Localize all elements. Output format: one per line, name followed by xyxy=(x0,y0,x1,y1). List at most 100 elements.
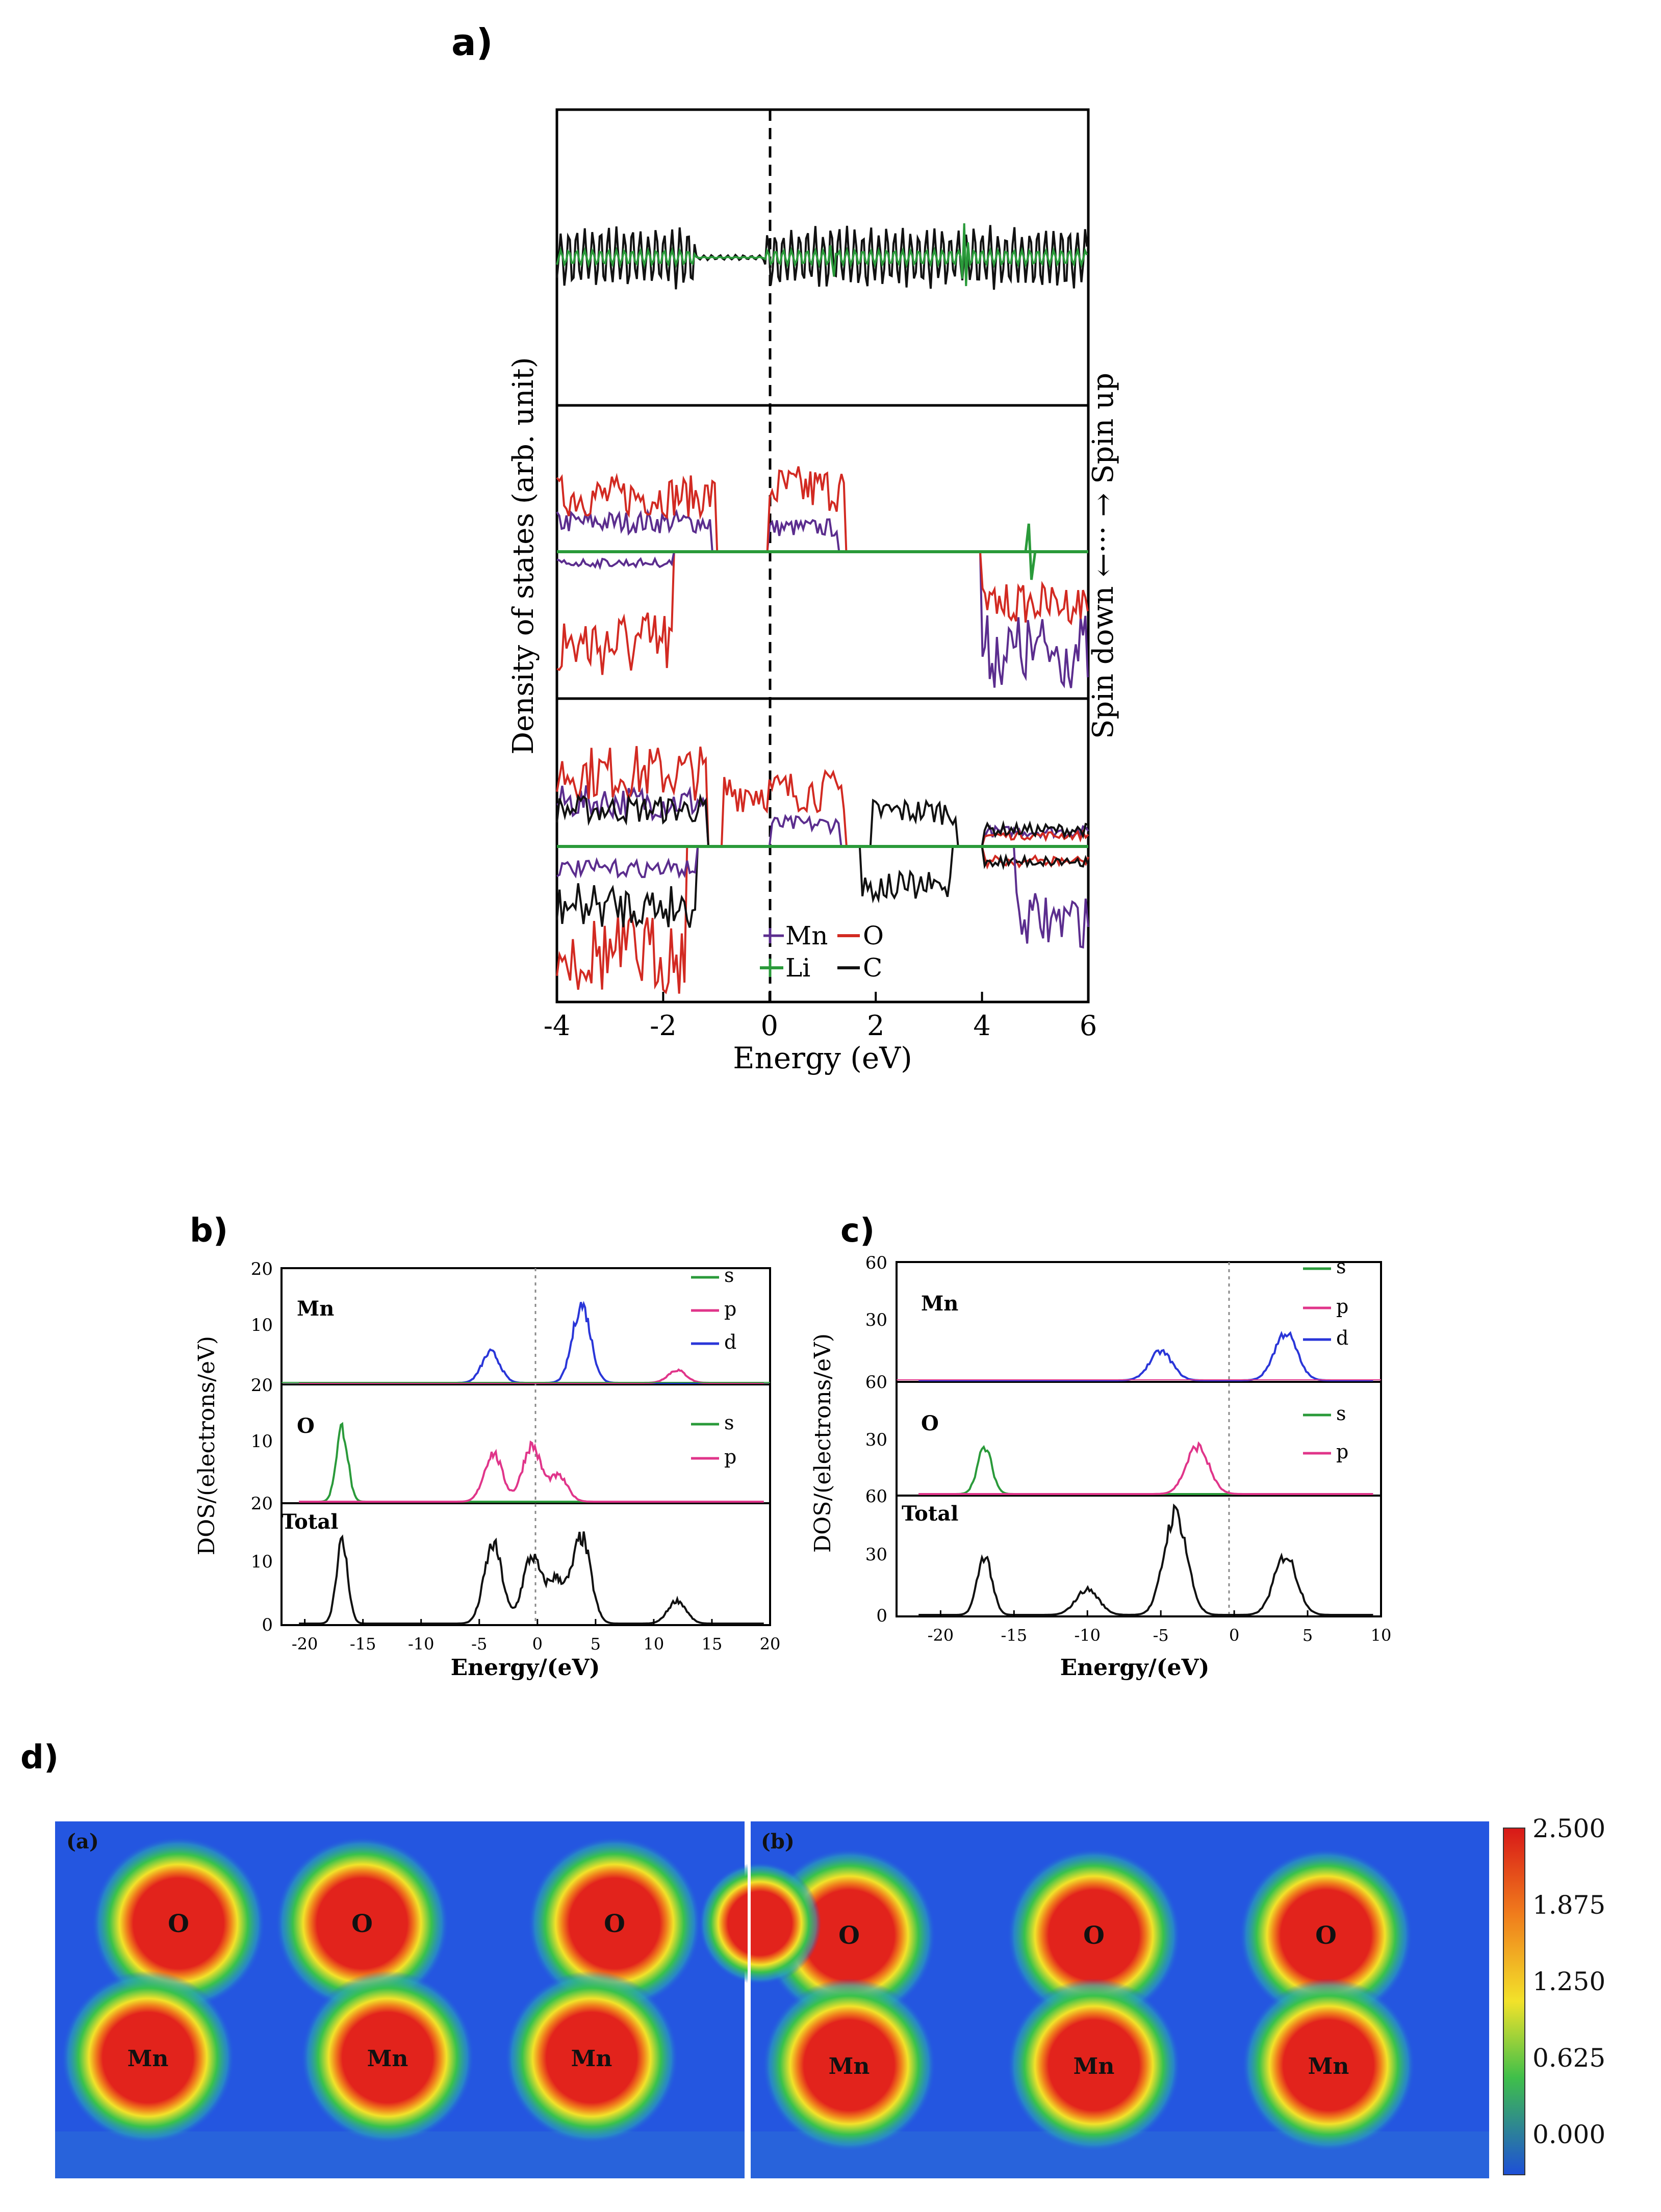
heatmap-a-atom-label: O xyxy=(351,1910,373,1938)
c-xtick-label: -5 xyxy=(1153,1626,1169,1645)
heatmap-a-atom-glow xyxy=(92,1837,265,2010)
cbar-tick-2500: 2.500 xyxy=(1532,1814,1605,1843)
c-ytick-o-30: 30 xyxy=(865,1430,887,1450)
a-xtick-label: 6 xyxy=(1080,1010,1097,1042)
a-xtick-label: 2 xyxy=(867,1010,884,1042)
chart-a-ylabel: Density of states (arb. unit) xyxy=(507,357,540,755)
chart-b-legend: s p d s p xyxy=(691,1264,736,1468)
cbar-tick-1875: 1.875 xyxy=(1532,1890,1605,1920)
heatmap-a-label: (a) xyxy=(66,1830,99,1854)
heatmap-a-atom-label: Mn xyxy=(571,2046,612,2072)
a-xtick-label: -4 xyxy=(544,1010,571,1042)
heatmap-a-edge-atom xyxy=(699,1862,821,1985)
c-xtick-label: 10 xyxy=(1371,1626,1392,1645)
chart-c-xlabel: Energy/(eV) xyxy=(1060,1655,1210,1681)
b-ytick-o-10: 10 xyxy=(251,1431,273,1452)
legend-mn: Mn xyxy=(785,921,828,950)
legend-o: O xyxy=(863,921,884,950)
b-leg-o-s: s xyxy=(724,1411,734,1434)
chart-b-ylabel: DOS/(electrons/eV) xyxy=(194,1336,220,1555)
c-leg-o-s: s xyxy=(1336,1402,1346,1425)
heatmap-a-atom-label: O xyxy=(168,1910,189,1938)
b-leg-p: p xyxy=(724,1298,736,1320)
a-top-li-trace xyxy=(556,223,1088,287)
c-ytick-o-60: 60 xyxy=(865,1372,887,1393)
b-sub1-s-trace xyxy=(299,1422,764,1503)
c-ytick-mn-60: 60 xyxy=(865,1253,887,1273)
heatmap-a-atom-label: Mn xyxy=(367,2046,408,2072)
b-sub-mn: Mn xyxy=(297,1297,334,1321)
a-mid-o-up xyxy=(556,466,1088,553)
heatmap-a-atom-glow xyxy=(528,1837,701,2010)
chart-c-legend: s p d s p xyxy=(1303,1255,1348,1463)
heatmap-b-label: (b) xyxy=(761,1830,795,1854)
heatmap-b-atom-glow xyxy=(1242,1978,1415,2152)
b-xtick-label: 10 xyxy=(644,1634,665,1654)
panel-c-label: c) xyxy=(840,1212,875,1250)
c-xtick-label: 5 xyxy=(1302,1626,1313,1645)
heatmap-a-atom-glow xyxy=(61,1971,235,2144)
heatmap-b-atom-label: Mn xyxy=(1308,2053,1349,2079)
a-top-c-trace xyxy=(556,225,1088,290)
heatmap-a-atom-glow xyxy=(275,1837,449,2010)
b-ytick-mn-20: 20 xyxy=(251,1259,273,1279)
heatmap-b-atom-glow xyxy=(1007,1848,1181,2022)
chart-b-yticks: 20 10 20 10 20 10 0 xyxy=(251,1259,273,1635)
heatmap-b-atom-glow xyxy=(1007,1978,1181,2152)
c-xtick-label: -20 xyxy=(928,1626,954,1645)
b-xtick-label: 5 xyxy=(591,1634,601,1654)
c-sub-total: Total xyxy=(902,1502,958,1526)
b-xtick-label: -10 xyxy=(408,1634,435,1654)
cbar-tick-0625: 0.625 xyxy=(1532,2043,1605,2073)
c-xtick-label: 0 xyxy=(1229,1626,1239,1645)
b-xtick-label: 20 xyxy=(760,1634,781,1654)
b-sub1-p-trace xyxy=(299,1440,764,1503)
c-xtick-label: -15 xyxy=(1001,1626,1028,1645)
heatmap-a-atom-label: O xyxy=(604,1910,625,1938)
chart-b-traces xyxy=(282,1301,770,1625)
chart-b: -20 -15 -10 -5 0 5 10 15 20 20 10 20 10 20 10 0 … xyxy=(194,1259,780,1681)
chart-c-xticks: -20 -15 -10 -5 0 5 10 xyxy=(928,1610,1392,1645)
a-xtick-label: 0 xyxy=(761,1010,778,1042)
heatmap-b-atom-label: O xyxy=(1315,1921,1337,1950)
cbar-tick-1250: 1.250 xyxy=(1532,1967,1605,1996)
c-sub2-Total-trace xyxy=(918,1503,1373,1616)
heatmap-atoms: O O O Mn Mn Mn O O O Mn Mn Mn xyxy=(61,1821,1415,2178)
a-bot-mn-up xyxy=(556,785,1089,847)
chart-c-frame xyxy=(896,1261,1382,1617)
panel-d-label: d) xyxy=(20,1739,59,1777)
b-xtick-label: 0 xyxy=(532,1634,543,1654)
heatmap-b-atom-glow xyxy=(1239,1848,1413,2022)
cbar-tick-0000: 0.000 xyxy=(1532,2120,1605,2149)
c-ytick-t-0: 0 xyxy=(876,1606,887,1626)
chart-a-xticks: -4 -2 0 2 4 6 xyxy=(544,992,1097,1042)
chart-c-ylabel: DOS/(electrons/eV) xyxy=(810,1333,836,1553)
b-xtick-label: -20 xyxy=(292,1634,318,1654)
a-mid-mn-down xyxy=(556,551,1089,688)
b-xtick-label: -5 xyxy=(471,1634,487,1654)
heatmap-b-atom-label: O xyxy=(838,1921,860,1950)
panel-b-label: b) xyxy=(190,1212,228,1250)
b-ytick-t-20: 20 xyxy=(251,1494,273,1514)
colorbar-ticks: 2.500 1.875 1.250 0.625 0.000 xyxy=(1532,1814,1605,2149)
heatmap-b-atom-label: Mn xyxy=(829,2053,870,2079)
a-mid-o-down-2 xyxy=(557,551,1089,626)
chart-b-xlabel: Energy/(eV) xyxy=(451,1655,600,1681)
b-ytick-t-0: 0 xyxy=(262,1615,273,1635)
legend-c: C xyxy=(863,953,882,983)
b-ytick-t-10: 10 xyxy=(251,1552,273,1572)
b-sub2-Total-trace xyxy=(299,1531,764,1625)
c-leg-p: p xyxy=(1336,1295,1348,1318)
c-sub1-p-trace xyxy=(918,1441,1373,1495)
b-leg-o-p: p xyxy=(724,1446,736,1468)
a-mid-mn-up xyxy=(556,508,1088,553)
c-leg-s: s xyxy=(1336,1255,1346,1278)
b-leg-s: s xyxy=(724,1264,734,1287)
chart-a: -4 -2 0 2 4 6 Energy (eV) Density of states (… xyxy=(507,108,1120,1075)
b-sub-o: O xyxy=(297,1414,315,1438)
chart-a-legend: Mn O Li C xyxy=(760,921,884,983)
chart-c: -20 -15 -10 -5 0 5 10 60 30 60 30 60 30 0 Mn O… xyxy=(810,1253,1391,1681)
c-ytick-mn-30: 30 xyxy=(865,1310,887,1330)
b-xtick-label: -15 xyxy=(350,1634,376,1654)
a-mid-li-peak xyxy=(1024,523,1037,580)
